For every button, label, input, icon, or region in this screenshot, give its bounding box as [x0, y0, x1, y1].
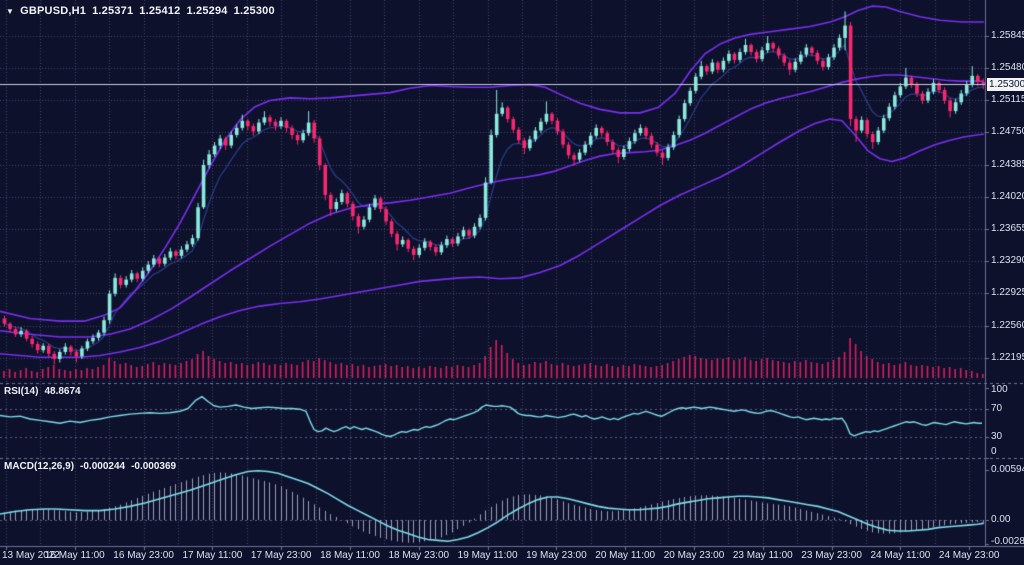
macd-axis-label: -0.002836 — [991, 536, 1024, 547]
price-axis-label: 1.25480 — [991, 61, 1024, 73]
time-axis-label: 18 May 11:00 — [320, 550, 380, 561]
rsi-name: RSI(14) — [4, 386, 39, 397]
macd-main-value: -0.000244 — [80, 461, 126, 472]
time-axis-label: 16 May 11:00 — [44, 550, 105, 561]
macd-name: MACD(12,26,9) — [4, 461, 75, 472]
price-axis-label: 1.24750 — [991, 126, 1024, 138]
time-axis-label: 20 May 23:00 — [663, 550, 725, 561]
rsi-value: 48.8674 — [44, 386, 81, 397]
ohlc-close-value: 1.25300 — [233, 5, 275, 17]
price-axis-label: 1.22925 — [991, 287, 1024, 299]
price-axis-label: 1.23655 — [991, 222, 1024, 234]
price-axis-label: 1.23290 — [991, 255, 1024, 267]
time-axis-label: 23 May 11:00 — [732, 550, 793, 561]
time-axis-label: 16 May 23:00 — [113, 550, 174, 561]
time-axis-label: 17 May 11:00 — [182, 550, 243, 561]
ohlc-open-value: 1.25371 — [92, 5, 134, 17]
chart-legend: ▼ GBPUSD,H1 1.25371 1.25412 1.25294 1.25… — [6, 5, 275, 17]
time-axis-label: 19 May 23:00 — [526, 550, 587, 561]
rsi-axis-label: 70 — [991, 402, 1003, 414]
time-axis-label: 13 May 2022 — [2, 550, 60, 561]
ohlc-low-value: 1.25294 — [186, 5, 228, 17]
time-axis-label: 23 May 23:00 — [801, 550, 862, 561]
ohlc-high-value: 1.25412 — [139, 5, 181, 17]
price-axis-label: 1.24385 — [991, 158, 1024, 170]
rsi-indicator-label: RSI(14) 48.8674 — [4, 386, 81, 397]
price-axis-label: 1.24020 — [991, 190, 1024, 202]
rsi-axis-label: 30 — [991, 430, 1003, 442]
macd-axis-label: 0.00594 — [991, 463, 1024, 475]
rsi-axis-label: 100 — [991, 384, 1008, 395]
macd-axis-label: 0.00 — [991, 514, 1011, 525]
time-axis-label: 24 May 23:00 — [938, 550, 1000, 561]
price-axis-label: 1.25115 — [991, 94, 1024, 106]
macd-signal-value: -0.000369 — [131, 461, 177, 472]
price-axis-label: 1.25845 — [991, 29, 1024, 41]
time-axis-label: 17 May 23:00 — [250, 550, 312, 561]
price-axis-label: 1.22195 — [991, 351, 1024, 363]
current-price-badge: 1.25300 — [987, 77, 1024, 91]
time-axis-label: 18 May 23:00 — [388, 550, 450, 561]
price-axis-label: 1.22560 — [991, 319, 1024, 331]
time-axis-label: 24 May 11:00 — [870, 550, 931, 561]
rsi-axis-label: 0 — [991, 446, 997, 457]
time-axis-label: 19 May 11:00 — [457, 550, 518, 561]
macd-indicator-label: MACD(12,26,9) -0.000244 -0.000369 — [4, 461, 176, 472]
chevron-down-icon[interactable]: ▼ — [6, 6, 15, 16]
symbol-timeframe-label: GBPUSD,H1 — [20, 5, 87, 17]
time-axis-label: 20 May 11:00 — [595, 550, 656, 561]
